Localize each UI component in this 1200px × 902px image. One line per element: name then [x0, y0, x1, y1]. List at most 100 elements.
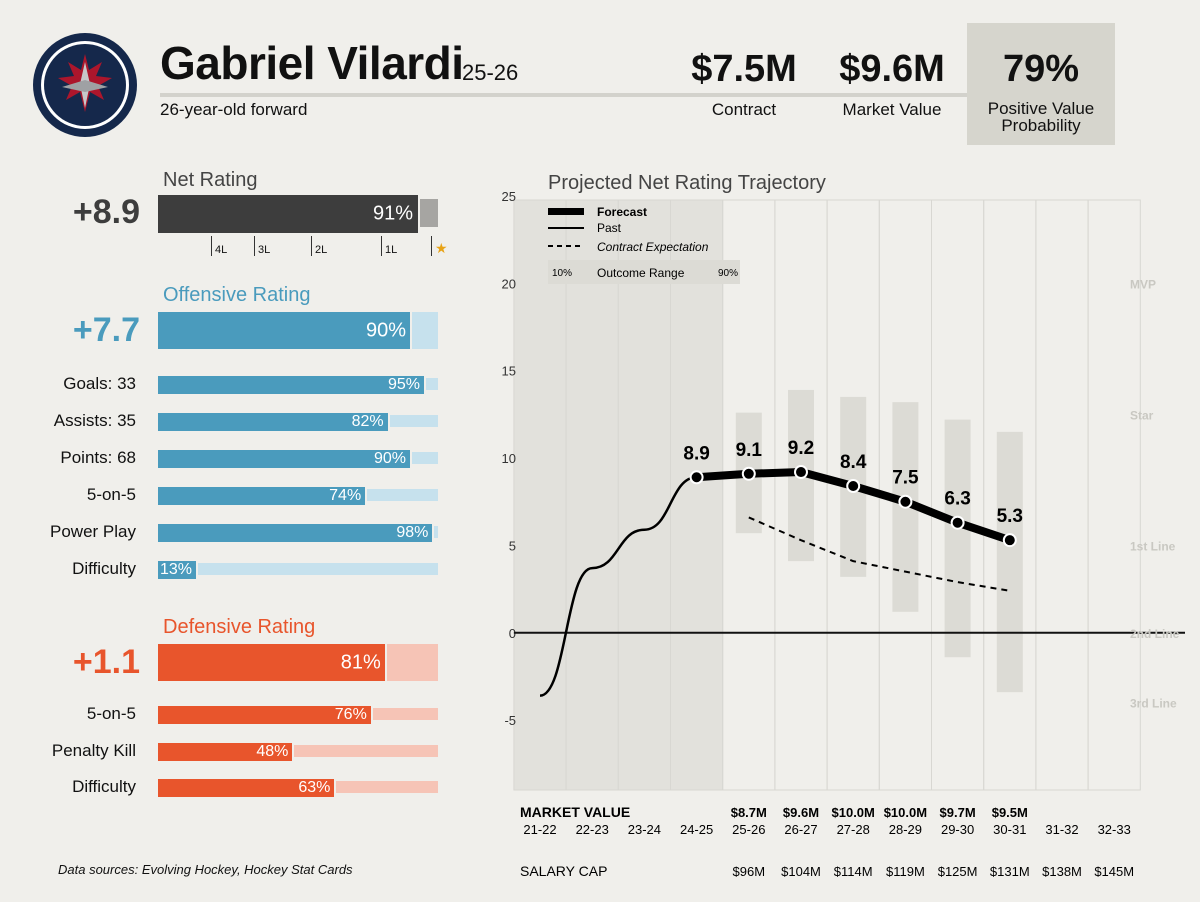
offensive-rating-bar-fill: 90% — [158, 312, 410, 349]
net-tick-4l: 4L — [211, 236, 227, 256]
net-rating-bar-fill — [158, 195, 418, 233]
contract-value: $7.5M — [691, 48, 797, 90]
offensive-metric-label: Goals: 33 — [63, 374, 136, 393]
defensive-metric-bar-fill: 76% — [158, 706, 371, 724]
salary-cap-row-label: SALARY CAP — [520, 863, 607, 879]
defensive-metric-bar-bg — [372, 708, 438, 720]
column-stripe — [1035, 199, 1089, 791]
offensive-metric-bar-bg — [389, 415, 438, 427]
y-tick-label: 20 — [502, 276, 516, 291]
x-tick-label: 32-33 — [1098, 822, 1131, 837]
star-icon: ★ — [431, 236, 448, 256]
offensive-rating-title: Offensive Rating — [163, 284, 311, 306]
forecast-point — [950, 515, 965, 530]
player-name: Gabriel Vilardi — [160, 37, 464, 89]
market-value-cell: $9.5M — [992, 805, 1028, 820]
forecast-value-label: 8.9 — [683, 443, 709, 464]
offensive-metric-bar: 95% — [158, 376, 438, 394]
forecast-value-label: 6.3 — [944, 489, 970, 510]
y-tick-label: 10 — [502, 451, 516, 466]
net-rating-title: Net Rating — [163, 169, 258, 191]
market-value-cell: $8.7M — [731, 805, 767, 820]
offensive-rating-bar-bg — [412, 312, 438, 349]
offensive-metric-bar: 98% — [158, 524, 438, 542]
tier-label: MVP — [1130, 277, 1156, 291]
offensive-metric-bar-fill: 98% — [158, 524, 433, 542]
net-tick-3l: 3L — [254, 236, 270, 256]
salary-cap-cell: $145M — [1094, 864, 1134, 879]
salary-cap-cell: $131M — [990, 864, 1030, 879]
offensive-metric-bar-bg — [434, 526, 438, 538]
positive-value-label-line2: Probability — [1001, 116, 1081, 135]
defensive-rating-bar-fill: 81% — [158, 644, 385, 681]
offensive-metric-bar-bg — [412, 452, 438, 464]
offensive-metric-bar-bg — [198, 563, 438, 575]
forecast-point — [1002, 533, 1017, 548]
offensive-metric-bar: 13% — [158, 561, 438, 579]
offensive-metric-pct: 74% — [329, 487, 362, 504]
forecast-value-label: 9.2 — [788, 438, 814, 459]
x-tick-label: 27-28 — [837, 822, 870, 837]
offensive-metric-bar-fill: 90% — [158, 450, 410, 468]
offensive-metric-bar-fill: 74% — [158, 487, 366, 505]
legend-outcome-high: 90% — [718, 268, 738, 279]
market-value-row-label: MARKET VALUE — [520, 804, 630, 820]
offensive-metric-pct: 82% — [351, 413, 384, 430]
salary-cap-cell: $125M — [938, 864, 978, 879]
y-tick-label: 15 — [502, 364, 516, 379]
legend-forecast-swatch — [548, 208, 584, 215]
offensive-metric-label: 5-on-5 — [86, 485, 136, 504]
offensive-metric-pct: 13% — [159, 561, 192, 578]
offensive-metric-pct: 98% — [396, 524, 429, 541]
legend-outcome-swatch — [548, 260, 740, 284]
forecast-point — [898, 494, 913, 509]
player-subtitle: 26-year-old forward — [160, 100, 308, 119]
positive-value-box — [967, 23, 1115, 145]
defensive-rating-value: +1.1 — [72, 643, 140, 681]
contract-label: Contract — [711, 100, 777, 119]
offensive-rating-value: +7.7 — [72, 311, 140, 349]
positive-value-label: Positive Value Probability — [966, 100, 1116, 134]
salary-cap-cell: $119M — [886, 864, 925, 879]
column-stripe — [565, 199, 619, 791]
x-tick-label: 30-31 — [993, 822, 1026, 837]
forecast-value-label: 9.1 — [736, 440, 763, 461]
forecast-point — [741, 466, 756, 481]
defensive-metric-bar-bg — [336, 781, 438, 793]
legend-forecast-label: Forecast — [597, 205, 647, 219]
x-tick-label: 25-26 — [732, 822, 765, 837]
defensive-metric-bar: 63% — [158, 779, 438, 797]
offensive-metric-label: Difficulty — [72, 559, 136, 578]
outcome-range-bar — [944, 419, 971, 658]
market-value-label: Market Value — [842, 100, 942, 119]
outcome-range-bar — [996, 431, 1023, 693]
positive-value-label-line1: Positive Value — [987, 99, 1095, 118]
y-tick-label: 25 — [502, 189, 516, 204]
x-tick-label: 22-23 — [576, 822, 609, 837]
defensive-rating-title: Defensive Rating — [163, 616, 316, 638]
market-value-cell: $9.7M — [940, 805, 976, 820]
net-rating-bar-bg — [420, 199, 438, 227]
tier-label: Star — [1130, 408, 1154, 422]
defensive-metric-bar: 48% — [158, 742, 438, 761]
column-stripe — [670, 199, 724, 791]
defensive-metric-bar-fill: 48% — [158, 742, 293, 761]
legend-outcome-label: Outcome Range — [597, 266, 685, 280]
offensive-metric-label: Power Play — [50, 522, 136, 541]
column-stripe — [1087, 199, 1141, 791]
legend-outcome-low: 10% — [552, 268, 572, 279]
x-tick-label: 29-30 — [941, 822, 974, 837]
x-tick-label: 23-24 — [628, 822, 661, 837]
market-value-cell: $10.0M — [832, 805, 875, 820]
net-tick-1l: 1L — [381, 236, 397, 256]
trajectory-chart: Projected Net Rating Trajectory -5 0 5 10 15 2… — [502, 172, 1185, 879]
tier-label: 2nd Line — [1130, 627, 1180, 641]
net-rating-bar: 91% — [158, 195, 438, 233]
offensive-metric-bar-fill: 95% — [158, 376, 424, 394]
past-line — [539, 476, 697, 697]
season-label: 25-26 — [462, 60, 519, 85]
defensive-metric-label: 5-on-5 — [86, 704, 136, 723]
contract-expectation-line — [748, 516, 1010, 592]
market-value-cell: $10.0M — [884, 805, 927, 820]
legend-past-label: Past — [597, 221, 622, 235]
